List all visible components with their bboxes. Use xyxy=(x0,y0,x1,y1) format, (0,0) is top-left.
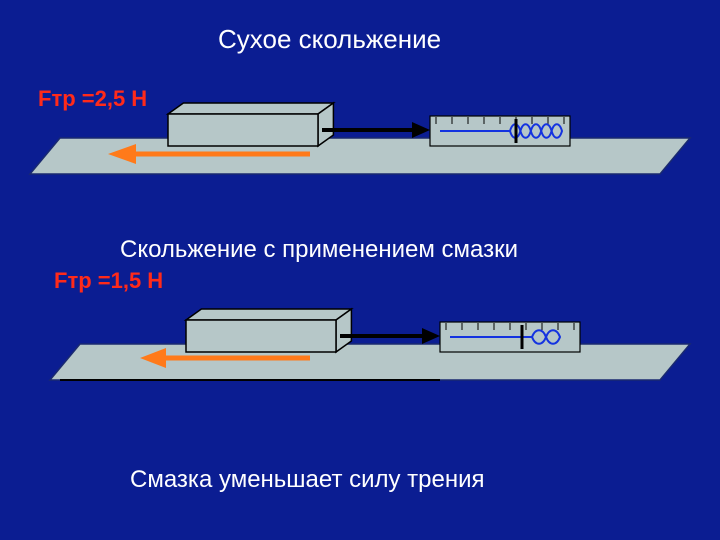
friction-force-label-2: Fтр =1,5 Н xyxy=(54,268,163,294)
title-dry-sliding: Сухое скольжение xyxy=(218,24,441,55)
subtitle-lubricated: Скольжение с применением смазки xyxy=(120,236,518,264)
block-front xyxy=(186,320,336,352)
block-top xyxy=(168,103,333,114)
conclusion-text: Смазка уменьшает силу трения xyxy=(130,466,485,494)
scene-dry-sliding xyxy=(0,88,720,208)
pull-arrow-icon xyxy=(322,122,430,138)
board xyxy=(50,344,690,380)
block-front xyxy=(168,114,318,146)
block-top xyxy=(186,309,351,320)
pull-arrow-icon xyxy=(340,328,440,344)
scene-lubricated-sliding xyxy=(0,294,720,414)
